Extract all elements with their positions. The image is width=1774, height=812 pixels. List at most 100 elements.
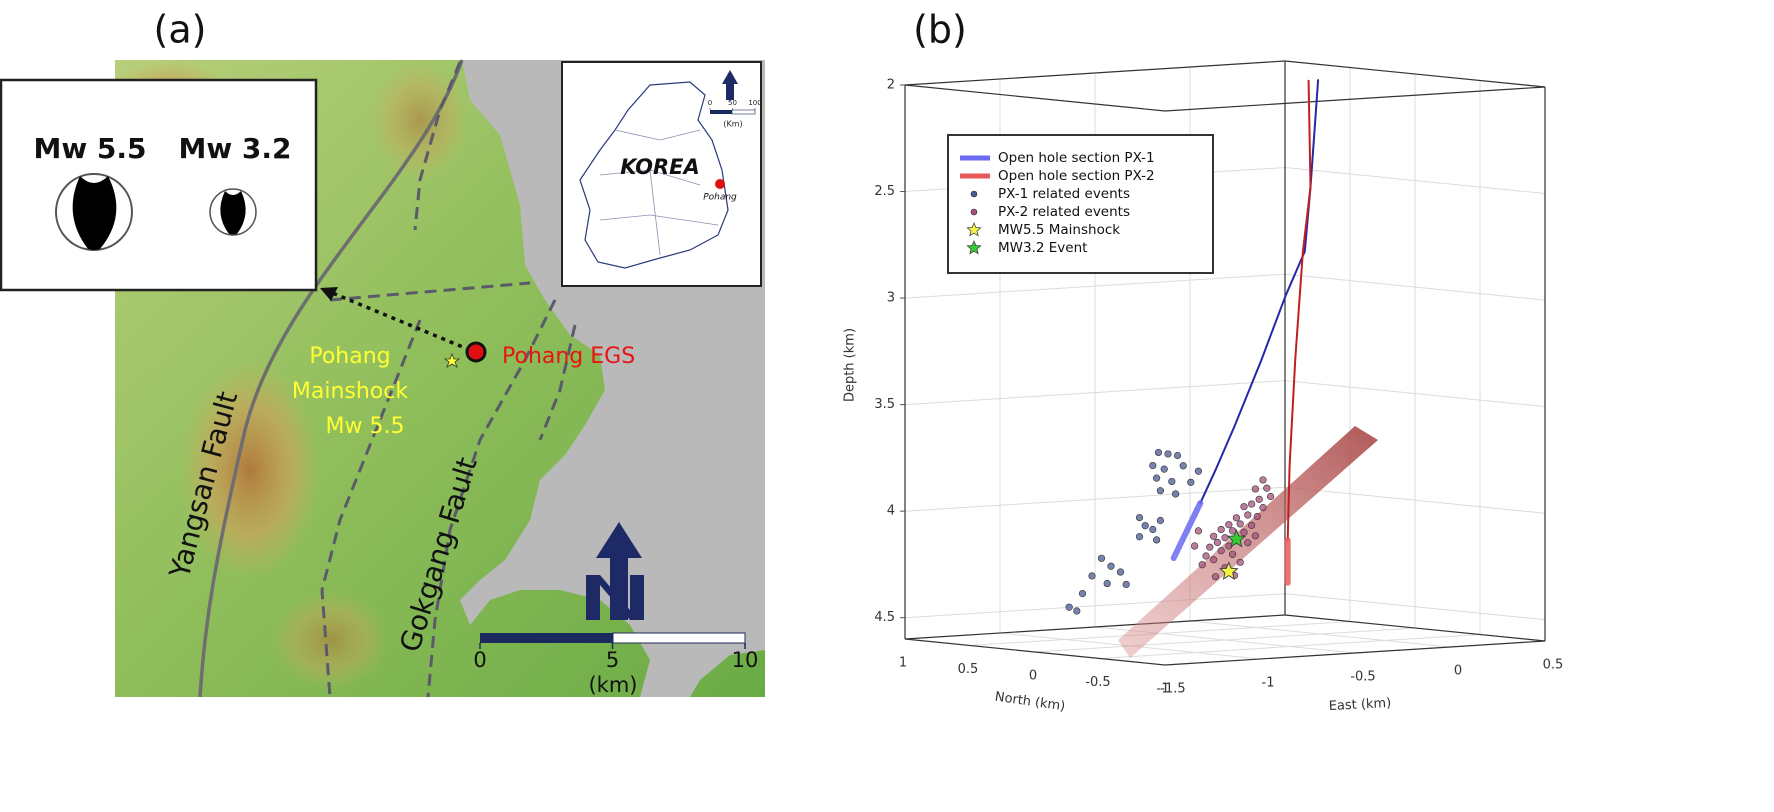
x-tick-label: 0 [1454, 664, 1462, 679]
event-dot [1173, 451, 1182, 460]
event-dot [1073, 607, 1081, 615]
open-hole [1170, 500, 1204, 561]
data-marks [1065, 79, 1320, 615]
z-tick-label: 2 [887, 78, 895, 93]
axis-edge [904, 638, 1166, 666]
axis-edge [1284, 614, 1546, 642]
legend-label: Open hole section PX-2 [998, 168, 1155, 184]
event-dot [1149, 461, 1157, 470]
scale-label: 0 [473, 648, 486, 672]
y-axis-title: North (km) [994, 690, 1066, 715]
event-dot [1221, 534, 1229, 542]
event-dot [1217, 525, 1225, 534]
scale-ticks: 0 5 10 [473, 643, 758, 672]
event-dot [1179, 462, 1187, 470]
x-tick-label: 0.5 [1543, 658, 1564, 673]
event-star [1226, 528, 1247, 548]
event-dot [1156, 516, 1164, 525]
inset-scale-label: 50 [728, 99, 737, 107]
event-dot [1122, 580, 1130, 589]
z-tick-label: 3 [887, 291, 895, 306]
korea-outline [579, 81, 729, 269]
provinces [599, 129, 719, 256]
grid-line [904, 593, 1546, 621]
axis-edge [904, 614, 1286, 640]
x-tick-label: -0.5 [1350, 670, 1375, 685]
event-dot [1240, 528, 1248, 536]
event-dot [1263, 484, 1271, 492]
event-dot [1187, 478, 1195, 486]
event-dot [1247, 500, 1256, 508]
event-dot [1209, 556, 1218, 564]
event-dot [1240, 503, 1248, 511]
inset-scale-label: 0 [708, 99, 712, 107]
event-dot [1213, 538, 1221, 547]
y-tick-label: -1 [1157, 682, 1170, 697]
event-dot [1251, 485, 1259, 493]
fault-line [198, 59, 464, 698]
event-dot [1152, 536, 1161, 544]
scale-label: 10 [732, 648, 759, 672]
event-dot [1225, 521, 1233, 529]
legend-swatch [966, 221, 982, 237]
pohang-dot [715, 179, 725, 189]
magnitude-label: Mw 5.5 [33, 132, 146, 165]
axis-edge [1164, 86, 1546, 112]
x-tick-label: -1.5 [1160, 682, 1185, 697]
legend-swatch [966, 239, 982, 255]
legend-label: MW3.2 Event [998, 240, 1087, 256]
beachball-wedge [72, 176, 117, 250]
magnitude-label: Mw 3.2 [178, 132, 291, 165]
legend-label: PX-2 related events [998, 204, 1130, 220]
event-dot [1217, 547, 1225, 555]
y-tick-label: 1 [899, 656, 907, 671]
axis-edge [904, 84, 1166, 112]
event-dot [1232, 514, 1240, 522]
mainshock-label: Pohang [309, 344, 390, 369]
grid-line [1164, 87, 1546, 666]
legend-swatch [970, 190, 978, 198]
site-label: Pohang EGS [502, 344, 635, 369]
event-dot [1078, 589, 1087, 598]
arrow [329, 290, 471, 352]
event-dot [1251, 532, 1259, 540]
legend-label: Open hole section PX-1 [998, 150, 1155, 166]
y-tick-label: 0.5 [958, 662, 979, 677]
fault-traces [320, 61, 577, 698]
event-star [1218, 561, 1239, 580]
legend-label: PX-1 related events [998, 186, 1130, 202]
inset-scale-ticks: 0 50 100 [708, 99, 762, 110]
y-tick-label: -0.5 [1085, 675, 1110, 690]
panel-label: (b) [913, 8, 967, 52]
legend-frame [947, 134, 1214, 274]
egs-site [465, 341, 487, 363]
event-dot [1259, 476, 1267, 484]
ridge [370, 60, 470, 180]
inset-north [722, 70, 738, 100]
legend-label: MW5.5 Mainshock [998, 222, 1120, 238]
event-dot [1190, 542, 1199, 550]
scale-bar [480, 633, 613, 643]
y-tick-label: 0 [1029, 669, 1037, 684]
event-dot [1164, 450, 1172, 458]
x-tick-label: -1 [1262, 676, 1275, 691]
event-dot [1103, 579, 1111, 588]
grid-line [904, 380, 1546, 408]
event-dot [1253, 512, 1261, 521]
event-dot [1194, 527, 1202, 535]
scale-label: 5 [606, 648, 619, 672]
mainshock-label: Mainshock [292, 379, 408, 404]
north-arrow [586, 522, 644, 620]
z-axis-title: Depth (km) [843, 328, 858, 402]
event-dot [1236, 520, 1244, 528]
inset: 0 50 100 (Km) KOREA Pohang [561, 61, 762, 287]
x-axis-title: East (km) [1328, 696, 1391, 714]
event-dot [1135, 513, 1144, 522]
event-dot [1088, 572, 1096, 580]
mainshock-star [443, 352, 461, 368]
event-dot [1244, 511, 1252, 519]
event-dot [1171, 490, 1180, 498]
event-dot [1236, 558, 1244, 566]
